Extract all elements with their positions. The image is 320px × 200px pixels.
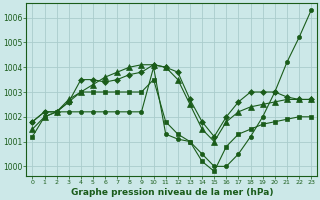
X-axis label: Graphe pression niveau de la mer (hPa): Graphe pression niveau de la mer (hPa) [70,188,273,197]
